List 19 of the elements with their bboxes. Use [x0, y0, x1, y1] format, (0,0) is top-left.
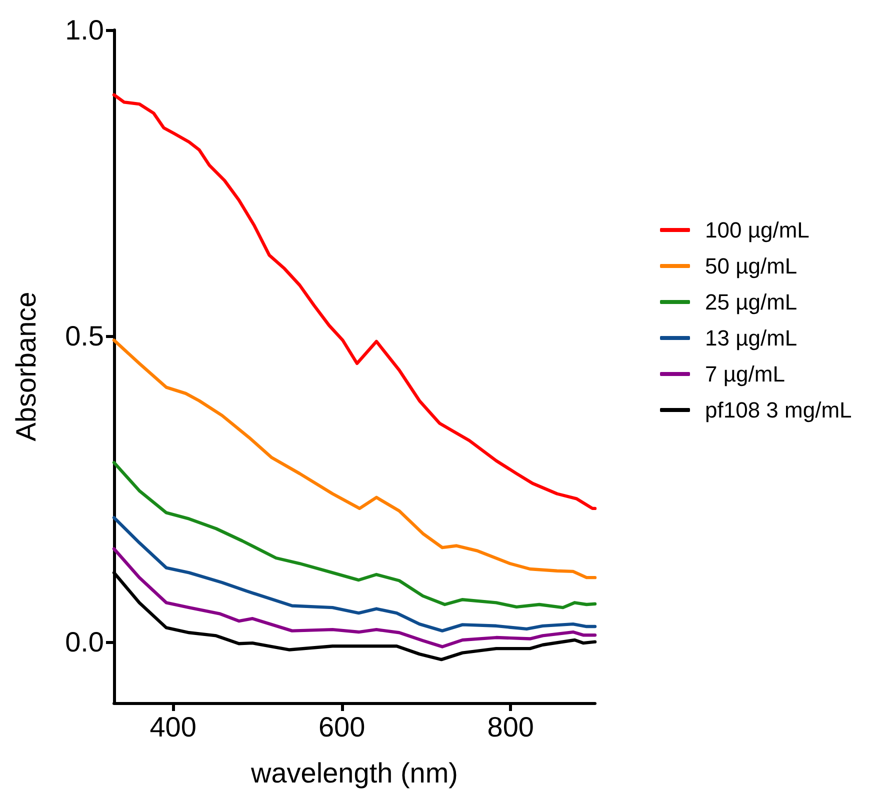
legend-label: 50 µg/mL — [705, 254, 798, 278]
y-tick-label: 1.0 — [65, 14, 104, 46]
x-tick-label: 400 — [150, 712, 196, 742]
line-series — [112, 547, 597, 648]
legend-label: 25 µg/mL — [705, 290, 798, 314]
line-series — [112, 516, 597, 632]
legend-label: pf108 3 mg/mL — [705, 398, 852, 422]
legend-label: 13 µg/mL — [705, 326, 798, 350]
line-series — [112, 460, 597, 610]
x-tick-label: 600 — [318, 712, 366, 742]
legend-label: 100 µg/mL — [705, 218, 810, 242]
y-tick-label: 0.5 — [65, 320, 104, 352]
legend-label: 7 µg/mL — [705, 362, 785, 386]
x-tick-label: 800 — [487, 712, 534, 742]
x-axis-title: wavelength (nm) — [250, 758, 458, 788]
line-series — [112, 338, 597, 580]
y-axis-title: Absorbance — [10, 292, 42, 442]
y-tick-label: 0.0 — [65, 626, 104, 658]
line-series — [112, 93, 597, 510]
